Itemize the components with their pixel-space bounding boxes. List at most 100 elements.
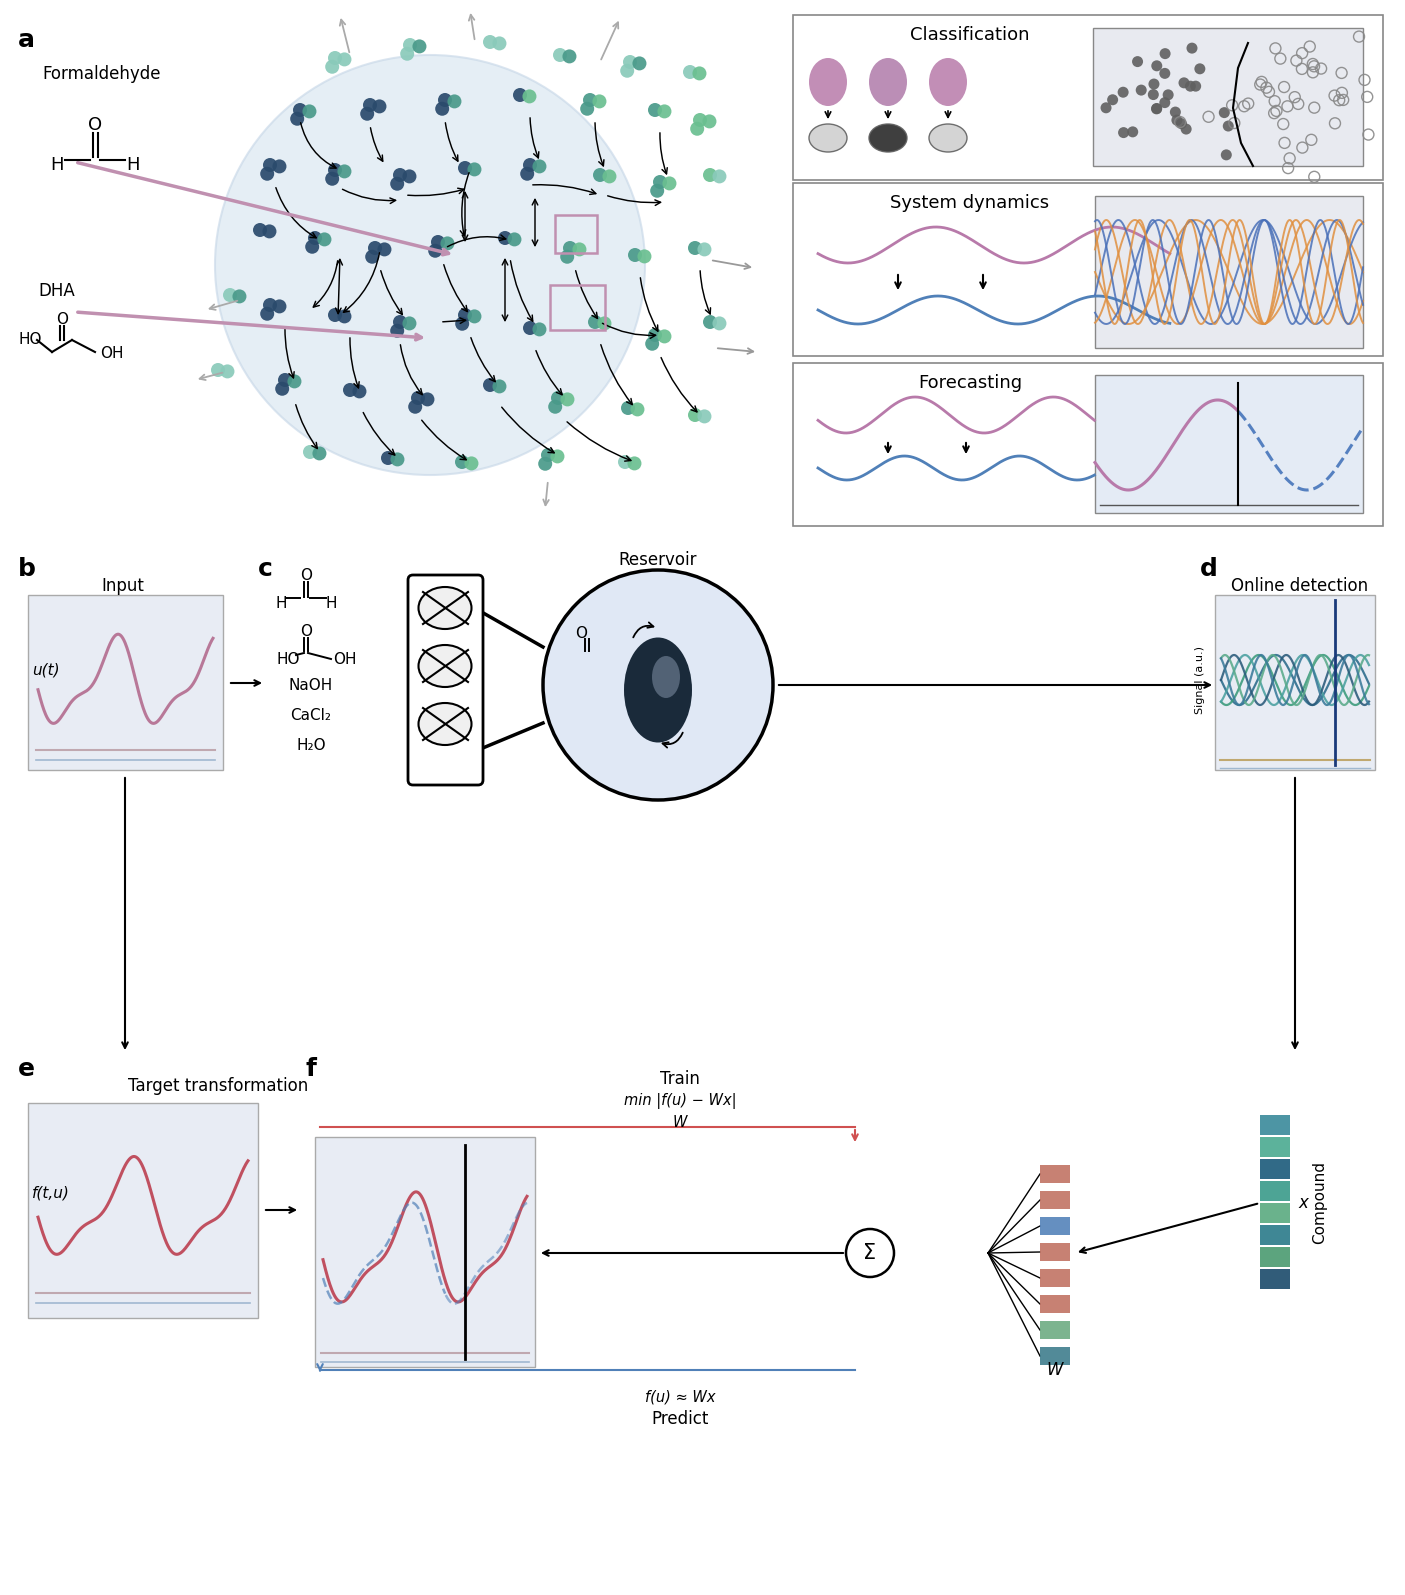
Bar (1260, 1247, 1290, 1266)
Text: Reservoir: Reservoir (618, 550, 697, 569)
Text: O: O (575, 625, 587, 641)
Circle shape (413, 40, 427, 53)
Bar (1093, 29, 1363, 166)
Circle shape (337, 164, 351, 179)
Circle shape (302, 104, 316, 118)
Circle shape (391, 324, 405, 338)
Bar (549, 286, 606, 330)
Circle shape (563, 241, 577, 255)
Circle shape (1107, 94, 1118, 105)
Bar (315, 1137, 535, 1367)
Circle shape (278, 373, 292, 388)
Circle shape (455, 317, 469, 330)
Circle shape (648, 104, 662, 116)
Circle shape (1176, 118, 1187, 129)
Circle shape (662, 177, 676, 190)
Circle shape (628, 247, 642, 262)
Bar (1040, 1243, 1071, 1262)
Circle shape (409, 400, 422, 413)
Circle shape (468, 309, 482, 324)
Circle shape (468, 163, 482, 177)
Text: Σ: Σ (864, 1243, 877, 1263)
Circle shape (391, 453, 405, 466)
Circle shape (523, 321, 537, 335)
Circle shape (483, 35, 497, 49)
Bar (1040, 1164, 1071, 1183)
Circle shape (513, 88, 527, 102)
Circle shape (1186, 43, 1197, 54)
Circle shape (372, 99, 386, 113)
Text: O: O (301, 568, 312, 582)
Ellipse shape (419, 703, 472, 745)
Text: H: H (51, 156, 63, 174)
Text: min |f(u) − Wx|: min |f(u) − Wx| (624, 1093, 736, 1109)
Circle shape (253, 223, 267, 238)
Bar (1040, 1217, 1071, 1235)
Circle shape (458, 308, 472, 322)
Text: a: a (18, 29, 35, 53)
Circle shape (260, 306, 274, 321)
Circle shape (318, 233, 332, 246)
Circle shape (303, 445, 318, 459)
Circle shape (1118, 128, 1130, 139)
Bar (1260, 1225, 1290, 1246)
Text: DHA: DHA (38, 282, 74, 300)
Text: H: H (325, 595, 337, 611)
Bar (1260, 1137, 1290, 1156)
Circle shape (393, 314, 407, 329)
Circle shape (232, 289, 246, 303)
Circle shape (1132, 56, 1144, 67)
Text: Target transformation: Target transformation (128, 1077, 308, 1096)
Ellipse shape (870, 57, 908, 105)
Text: Input: Input (101, 577, 145, 595)
Circle shape (683, 65, 697, 80)
Circle shape (275, 381, 289, 396)
Circle shape (702, 115, 717, 129)
Bar (1094, 196, 1363, 348)
Circle shape (620, 64, 634, 78)
Ellipse shape (929, 57, 967, 105)
Text: OH: OH (100, 346, 124, 362)
Bar (1260, 1203, 1290, 1223)
Circle shape (305, 239, 319, 254)
Bar (1040, 1191, 1071, 1209)
Text: H: H (275, 595, 287, 611)
Circle shape (263, 158, 277, 172)
Circle shape (412, 391, 424, 405)
Text: f(u) ≈ Wx: f(u) ≈ Wx (645, 1389, 715, 1405)
Circle shape (618, 455, 632, 469)
Text: H: H (126, 156, 139, 174)
Circle shape (402, 169, 416, 183)
Circle shape (273, 300, 287, 313)
Text: Classification: Classification (910, 26, 1030, 45)
Circle shape (337, 53, 351, 67)
Circle shape (1194, 64, 1205, 75)
Circle shape (1159, 69, 1170, 78)
Circle shape (628, 456, 642, 471)
Ellipse shape (624, 638, 693, 743)
Circle shape (438, 93, 452, 107)
Ellipse shape (929, 124, 967, 152)
Ellipse shape (809, 57, 847, 105)
Bar (792, 14, 1383, 180)
Circle shape (263, 298, 277, 313)
Circle shape (1151, 104, 1162, 115)
Circle shape (702, 314, 717, 329)
Text: d: d (1200, 557, 1218, 581)
Text: HO: HO (275, 651, 299, 667)
Circle shape (651, 183, 665, 198)
Circle shape (712, 169, 726, 183)
Text: u(t): u(t) (32, 662, 59, 678)
Circle shape (273, 160, 287, 174)
Circle shape (603, 169, 617, 183)
Circle shape (263, 225, 277, 238)
Circle shape (343, 383, 357, 397)
Circle shape (455, 455, 469, 469)
Ellipse shape (419, 644, 472, 687)
Circle shape (447, 94, 461, 108)
Circle shape (420, 392, 434, 407)
Circle shape (312, 447, 326, 461)
Ellipse shape (809, 124, 847, 152)
Text: Train: Train (660, 1070, 700, 1088)
Bar (1040, 1270, 1071, 1287)
